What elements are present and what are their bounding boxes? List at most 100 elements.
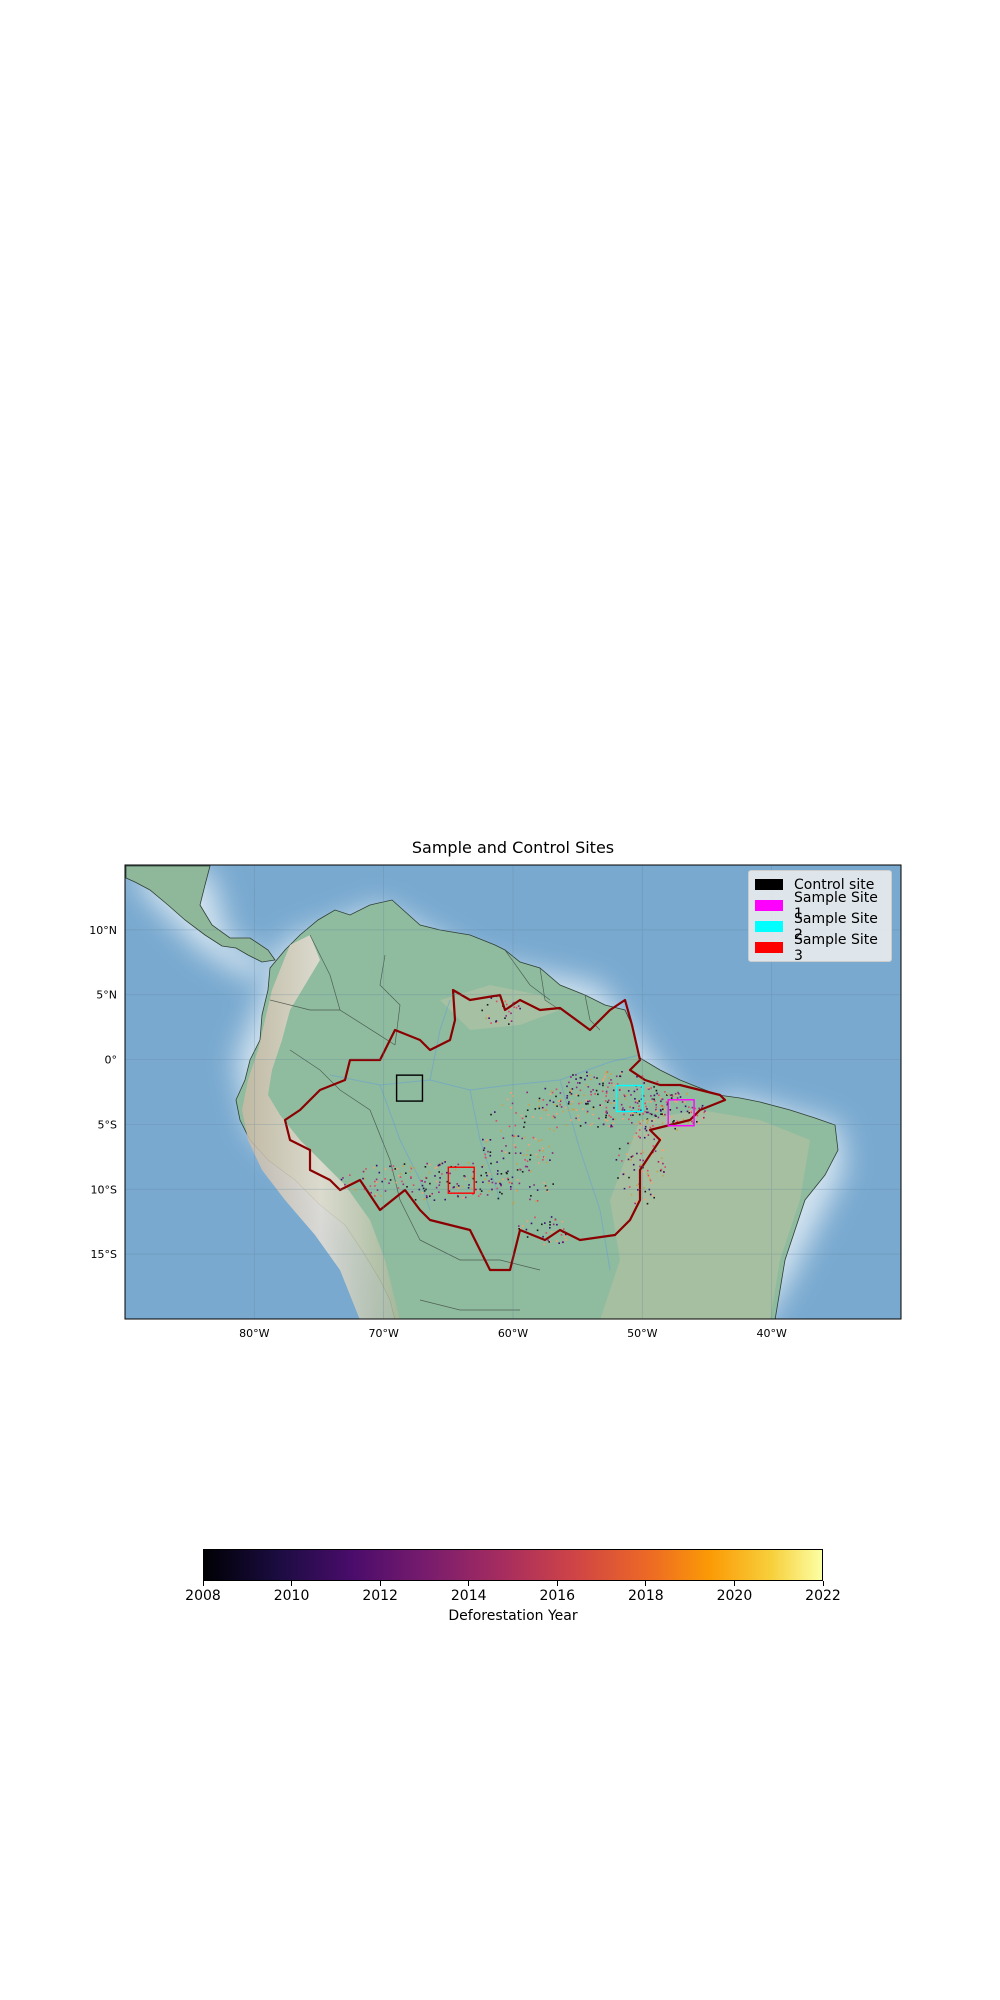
deforestation-point bbox=[395, 1181, 397, 1184]
deforestation-point bbox=[548, 1241, 550, 1243]
deforestation-point bbox=[570, 1090, 572, 1093]
deforestation-point bbox=[516, 1179, 519, 1181]
deforestation-point bbox=[646, 1100, 649, 1103]
deforestation-point bbox=[655, 1110, 658, 1112]
deforestation-point bbox=[621, 1109, 624, 1111]
deforestation-point bbox=[512, 1095, 514, 1097]
deforestation-point bbox=[502, 1178, 504, 1181]
deforestation-point bbox=[638, 1120, 640, 1123]
deforestation-point bbox=[455, 1186, 458, 1188]
deforestation-point bbox=[434, 1167, 437, 1169]
deforestation-point bbox=[608, 1082, 611, 1084]
deforestation-point bbox=[575, 1074, 577, 1076]
deforestation-point bbox=[623, 1113, 625, 1116]
deforestation-point bbox=[517, 1005, 520, 1007]
deforestation-point bbox=[560, 1106, 563, 1108]
deforestation-point bbox=[623, 1109, 626, 1111]
deforestation-point bbox=[658, 1094, 660, 1096]
colorbar-tick-label: 2016 bbox=[539, 1588, 576, 1604]
deforestation-point bbox=[674, 1100, 676, 1103]
deforestation-point bbox=[656, 1080, 659, 1083]
deforestation-point bbox=[439, 1181, 441, 1184]
deforestation-point bbox=[523, 1126, 525, 1128]
legend-swatch-sample-site-3 bbox=[755, 942, 783, 953]
deforestation-point bbox=[644, 1110, 646, 1113]
deforestation-point bbox=[630, 1156, 633, 1158]
deforestation-point bbox=[556, 1126, 558, 1129]
deforestation-point bbox=[586, 1110, 589, 1113]
deforestation-point bbox=[586, 1111, 588, 1114]
deforestation-point bbox=[518, 1225, 520, 1227]
rivers bbox=[329, 999, 641, 1271]
deforestation-point bbox=[479, 1188, 482, 1191]
deforestation-point bbox=[497, 1170, 499, 1172]
deforestation-point bbox=[639, 1159, 641, 1161]
deforestation-point bbox=[405, 1172, 407, 1174]
map-frame bbox=[124, 864, 902, 1320]
deforestation-point bbox=[435, 1186, 438, 1189]
deforestation-point bbox=[577, 1082, 579, 1084]
deforestation-point bbox=[678, 1093, 680, 1095]
deforestation-point bbox=[653, 1086, 655, 1088]
guiana-relief bbox=[440, 985, 560, 1030]
y-tick-label: 0° bbox=[105, 1054, 118, 1067]
deforestation-point bbox=[648, 1188, 651, 1191]
deforestation-point bbox=[610, 1073, 612, 1075]
deforestation-point bbox=[340, 1178, 343, 1181]
deforestation-point bbox=[523, 1136, 526, 1139]
deforestation-point bbox=[624, 1095, 626, 1098]
deforestation-point bbox=[676, 1120, 679, 1123]
deforestation-point bbox=[554, 1103, 557, 1106]
deforestation-point bbox=[585, 1103, 588, 1105]
deforestation-point bbox=[484, 1178, 486, 1180]
deforestation-point bbox=[663, 1108, 666, 1111]
deforestation-point bbox=[635, 1132, 638, 1134]
deforestation-point bbox=[667, 1093, 669, 1095]
legend-entry-sample-site-2: Sample Site 2 bbox=[755, 911, 885, 943]
deforestation-point bbox=[633, 1111, 636, 1113]
x-tick-label: 40°W bbox=[756, 1327, 786, 1340]
deforestation-point bbox=[661, 1157, 663, 1159]
deforestation-point bbox=[501, 1192, 503, 1195]
deforestation-point bbox=[544, 1185, 547, 1187]
y-tick-label: 5°N bbox=[96, 989, 117, 1002]
deforestation-point bbox=[682, 1118, 685, 1121]
deforestation-point bbox=[484, 1153, 486, 1156]
colorbar-tick bbox=[202, 1581, 204, 1586]
deforestation-point bbox=[489, 1173, 491, 1175]
deforestation-point bbox=[515, 1112, 517, 1114]
colorbar-tick-label: 2010 bbox=[273, 1588, 310, 1604]
deforestation-point bbox=[428, 1171, 431, 1174]
deforestation-point bbox=[424, 1181, 426, 1183]
deforestation-point bbox=[578, 1119, 580, 1121]
deforestation-point bbox=[608, 1125, 611, 1127]
deforestation-point bbox=[389, 1165, 391, 1168]
deforestation-point bbox=[613, 1102, 616, 1104]
deforestation-point bbox=[652, 1145, 655, 1147]
deforestation-point bbox=[491, 1181, 494, 1184]
deforestation-point bbox=[661, 1122, 664, 1124]
deforestation-point bbox=[520, 1114, 523, 1117]
deforestation-point bbox=[552, 1117, 555, 1119]
deforestation-point bbox=[636, 1075, 638, 1078]
deforestation-point bbox=[475, 1181, 478, 1183]
deforestation-point bbox=[538, 1140, 540, 1142]
deforestation-point bbox=[613, 1107, 615, 1109]
deforestation-point bbox=[604, 1076, 606, 1078]
site-boxes bbox=[395, 1074, 695, 1194]
deforestation-point bbox=[605, 1072, 607, 1075]
deforestation-point bbox=[631, 1156, 633, 1159]
deforestation-point bbox=[629, 1106, 631, 1108]
deforestation-point bbox=[477, 1195, 480, 1197]
deforestation-point bbox=[529, 1158, 531, 1161]
deforestation-point bbox=[515, 1006, 518, 1009]
deforestation-point bbox=[566, 1097, 568, 1099]
deforestation-point bbox=[655, 1089, 658, 1092]
deforestation-point bbox=[513, 1144, 516, 1146]
deforestation-point bbox=[457, 1185, 460, 1187]
deforestation-point bbox=[630, 1114, 632, 1117]
deforestation-point bbox=[399, 1172, 402, 1175]
deforestation-point bbox=[534, 1216, 536, 1219]
deforestation-point bbox=[597, 1093, 599, 1096]
deforestation-point bbox=[687, 1122, 689, 1124]
